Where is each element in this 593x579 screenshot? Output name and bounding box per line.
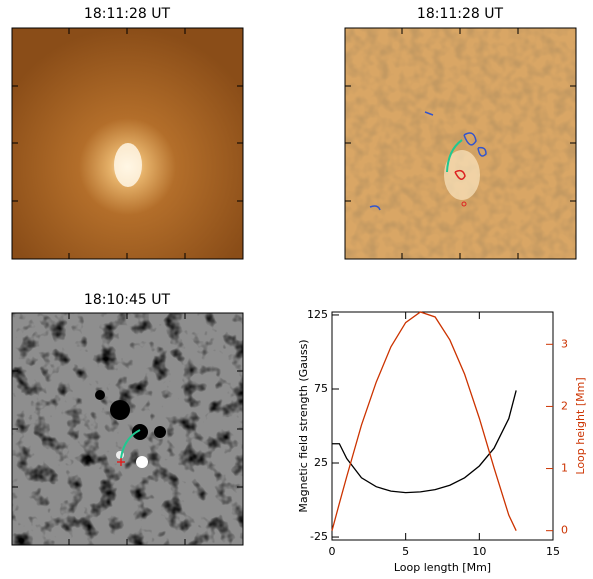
panel-title: 18:10:45 UT xyxy=(84,292,171,308)
image-panel xyxy=(11,312,244,546)
y-tick-label: 125 xyxy=(307,308,328,321)
panel-title: 18:11:28 UT xyxy=(84,6,171,22)
x-tick-label: 0 xyxy=(329,545,336,558)
data-line xyxy=(331,311,517,531)
frame-ticks xyxy=(12,28,576,545)
y2-tick-label: 0 xyxy=(561,524,568,537)
y-tick-label: 25 xyxy=(314,456,328,469)
plot-frame xyxy=(331,311,554,541)
panel-title: 18:11:28 UT xyxy=(417,6,504,22)
y2-tick-label: 1 xyxy=(561,462,568,475)
x-tick-label: 15 xyxy=(546,545,560,558)
image-panel xyxy=(11,27,244,260)
x-tick-label: 5 xyxy=(402,545,409,558)
y-tick-label: -25 xyxy=(310,530,328,543)
y2-tick-label: 3 xyxy=(561,337,568,350)
x-axis-label: Loop length [Mm] xyxy=(394,561,491,574)
y-tick-label: 75 xyxy=(314,382,328,395)
y2-tick-label: 2 xyxy=(561,399,568,412)
image-panel xyxy=(344,27,577,260)
y2-axis-label: Loop height [Mm] xyxy=(574,377,587,474)
x-tick-label: 10 xyxy=(472,545,486,558)
y-axis-label: Magnetic field strength (Gauss) xyxy=(297,339,310,512)
data-line xyxy=(332,390,517,494)
